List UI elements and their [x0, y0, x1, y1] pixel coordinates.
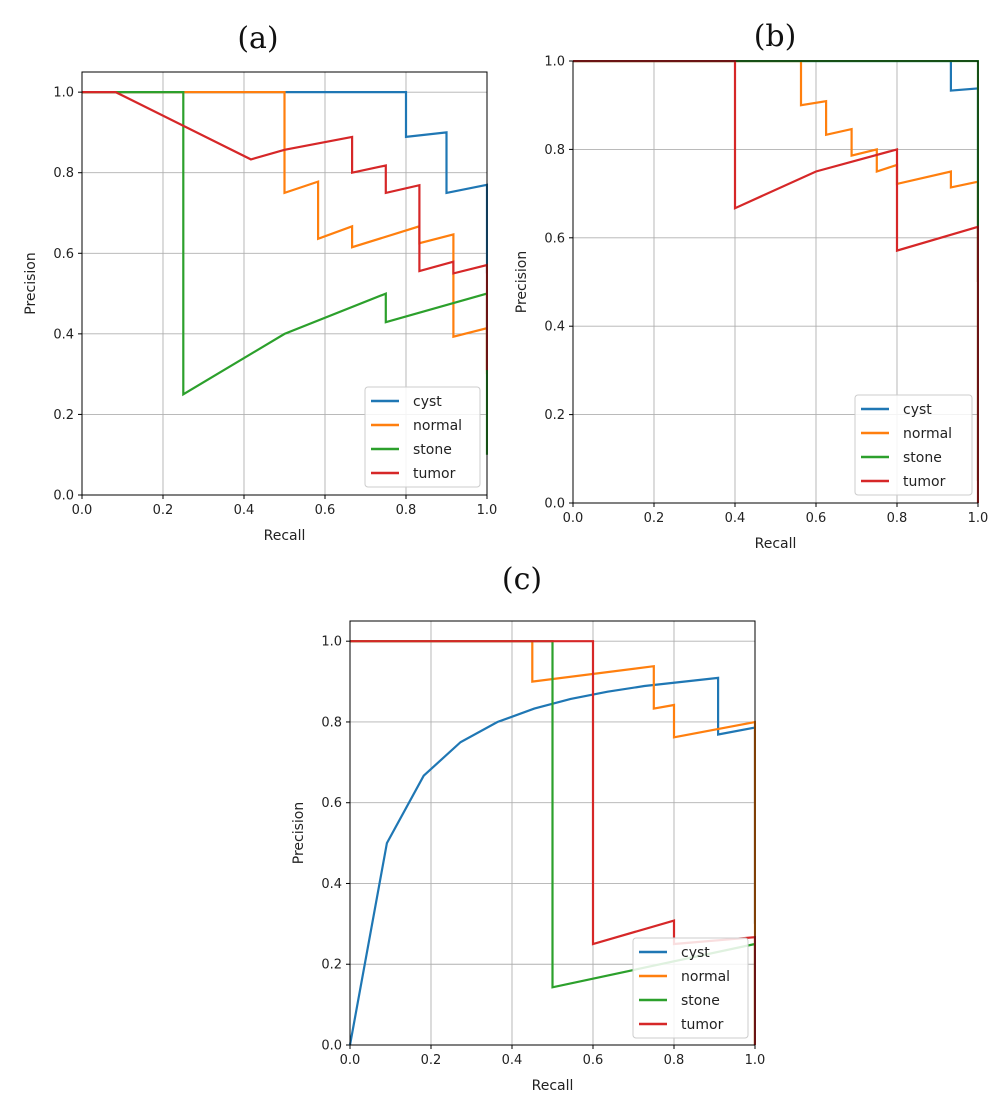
x-tick-label: 0.0 — [340, 1053, 361, 1068]
legend: cyst normal stone tumor — [632, 937, 749, 1039]
plot-area-frame — [349, 620, 756, 1046]
panel-label-a: (a) — [237, 21, 278, 56]
series-line-cyst — [349, 676, 756, 1046]
y-tick-label: 0.2 — [544, 408, 565, 423]
legend: cyst normal stone tumor — [364, 386, 481, 488]
panel-label-c: (c) — [502, 562, 542, 597]
x-tick-label: 0.4 — [502, 1053, 523, 1068]
legend-label-stone: stone — [903, 450, 942, 466]
y-tick-label: 1.0 — [544, 55, 565, 70]
y-tick-label: 0.4 — [544, 320, 565, 335]
legend-label-cyst: cyst — [903, 402, 932, 418]
legend-box — [364, 386, 481, 488]
x-tick-label: 0.2 — [644, 511, 665, 526]
legend-label-tumor: tumor — [681, 1017, 724, 1033]
x-tick-label: 0.6 — [583, 1053, 604, 1068]
legend-box — [854, 394, 973, 496]
panel-a: (a) 0.0 0.2 0.4 0.6 0.8 1.0 0.0 0.2 0.4 0.6 0.8 1.0 R… — [23, 21, 497, 544]
y-axis-label: Precision — [291, 802, 307, 864]
y-tick-label: 0.6 — [321, 796, 342, 811]
legend-label-cyst: cyst — [681, 945, 710, 961]
legend-label-stone: stone — [681, 993, 720, 1009]
series-line-normal — [350, 640, 756, 1045]
panel-label-b: (b) — [754, 19, 797, 54]
x-tick-label: 0.2 — [153, 503, 174, 518]
x-tick-label: 0.8 — [887, 511, 908, 526]
series-line-cyst — [573, 60, 979, 282]
legend-label-normal: normal — [413, 418, 462, 434]
legend-label-tumor: tumor — [903, 474, 946, 490]
y-tick-label: 0.6 — [544, 231, 565, 246]
x-axis-label: Recall — [264, 528, 306, 544]
y-tick-label: 0.4 — [321, 877, 342, 892]
x-axis-label: Recall — [532, 1078, 574, 1094]
legend-box — [632, 937, 749, 1039]
panel-b: (b) 0.0 0.2 0.4 0.6 0.8 1.0 0.0 0.2 0.4 0.6 0.8 1.0 R… — [514, 19, 988, 552]
legend-label-tumor: tumor — [413, 466, 456, 482]
x-tick-label: 0.8 — [664, 1053, 685, 1068]
x-tick-label: 0.8 — [396, 503, 417, 518]
y-tick-label: 0.8 — [321, 715, 342, 730]
y-tick-label: 1.0 — [321, 635, 342, 650]
x-tick-label: 1.0 — [477, 503, 498, 518]
y-tick-label: 0.2 — [53, 408, 74, 423]
legend-label-normal: normal — [681, 969, 730, 985]
x-tick-label: 0.6 — [806, 511, 827, 526]
y-axis-label: Precision — [514, 251, 530, 313]
y-tick-label: 0.6 — [53, 247, 74, 262]
y-tick-label: 0.0 — [321, 1039, 342, 1054]
y-tick-label: 0.2 — [321, 958, 342, 973]
legend: cyst normal stone tumor — [854, 394, 973, 496]
series-line-stone — [82, 91, 488, 455]
series-line-tumor — [573, 60, 979, 503]
y-tick-label: 0.0 — [544, 497, 565, 512]
series-line-normal — [573, 60, 979, 282]
x-axis-label: Recall — [755, 536, 797, 552]
x-tick-label: 0.4 — [725, 511, 746, 526]
panel-c: (c) 0.0 0.2 0.4 0.6 0.8 1.0 0.0 0.2 0.4 0.6 0.8 1.0 R… — [291, 562, 765, 1094]
x-tick-label: 1.0 — [968, 511, 989, 526]
y-tick-label: 0.8 — [544, 143, 565, 158]
legend-label-stone: stone — [413, 442, 452, 458]
x-tick-label: 0.6 — [315, 503, 336, 518]
x-tick-label: 0.0 — [72, 503, 93, 518]
y-tick-label: 0.8 — [53, 166, 74, 181]
y-tick-label: 0.4 — [53, 327, 74, 342]
x-tick-label: 0.2 — [421, 1053, 442, 1068]
y-tick-label: 1.0 — [53, 86, 74, 101]
y-axis-label: Precision — [23, 252, 39, 314]
plot-area-frame — [572, 60, 979, 504]
series-line-tumor — [82, 91, 488, 371]
series-line-normal — [82, 91, 488, 375]
x-tick-label: 1.0 — [745, 1053, 766, 1068]
legend-label-cyst: cyst — [413, 394, 442, 410]
x-tick-label: 0.0 — [563, 511, 584, 526]
y-tick-label: 0.0 — [53, 489, 74, 504]
legend-label-normal: normal — [903, 426, 952, 442]
plot-area-frame — [81, 71, 488, 496]
x-tick-label: 0.4 — [234, 503, 255, 518]
